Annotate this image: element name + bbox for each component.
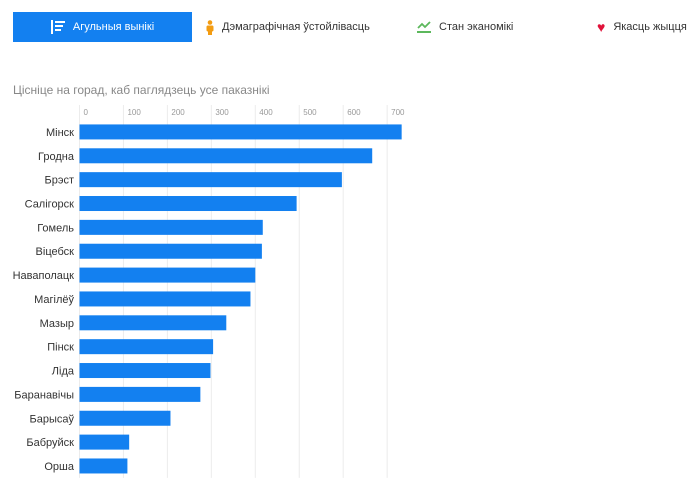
city-label[interactable]: Барысаў	[30, 413, 75, 425]
city-label[interactable]: Магілёў	[34, 294, 74, 306]
tab-overall-results[interactable]: Агульныя вынікі	[13, 12, 192, 42]
tab-label: Дэмаграфічная ўстойлівасць	[222, 21, 370, 33]
tab-economy[interactable]: Стан эканомікі	[417, 12, 513, 42]
x-tick-label: 600	[347, 108, 361, 117]
heart-icon: ♥	[597, 19, 606, 35]
bar-4[interactable]	[79, 219, 263, 235]
city-label[interactable]: Гродна	[38, 151, 75, 163]
city-label[interactable]: Віцебск	[36, 246, 75, 258]
city-label[interactable]: Мазыр	[40, 318, 74, 330]
trend-icon	[417, 21, 431, 33]
city-label[interactable]: Орша	[44, 461, 74, 473]
bar-9[interactable]	[79, 339, 214, 355]
city-label[interactable]: Брэст	[45, 175, 75, 187]
bar-11[interactable]	[79, 386, 201, 402]
x-tick-label: 500	[303, 108, 317, 117]
bar-3[interactable]	[79, 196, 297, 212]
tab-quality-of-life[interactable]: ♥ Якасць жыцця	[597, 12, 687, 42]
bar-8[interactable]	[79, 315, 227, 331]
bar-7[interactable]	[79, 291, 251, 307]
x-tick-label: 700	[391, 108, 405, 117]
bar-0[interactable]	[79, 124, 402, 140]
x-tick-label: 100	[127, 108, 141, 117]
city-label[interactable]: Мінск	[46, 127, 74, 139]
chart-subtitle: Цісніце на горад, каб паглядзець усе пак…	[13, 83, 270, 97]
city-label[interactable]: Наваполацк	[13, 270, 75, 282]
tab-label: Агульныя вынікі	[72, 21, 155, 33]
city-label[interactable]: Пінск	[47, 342, 74, 354]
city-label[interactable]: Салігорск	[25, 199, 75, 211]
bar-5[interactable]	[79, 243, 262, 259]
tab-label: Стан эканомікі	[439, 21, 514, 33]
x-tick-label: 400	[259, 108, 273, 117]
x-tick-label: 200	[171, 108, 185, 117]
tab-demographic[interactable]: Дэмаграфічная ўстойлівасць	[206, 12, 370, 42]
person-icon	[206, 19, 214, 35]
list-icon	[50, 20, 65, 34]
tab-label: Якасць жыцця	[613, 21, 687, 33]
city-label[interactable]: Ліда	[52, 366, 75, 378]
city-label[interactable]: Баранавічы	[14, 389, 74, 401]
bar-1[interactable]	[79, 148, 373, 164]
tab-bar: Агульныя вынікі Дэмаграфічная ўстойлівас…	[13, 12, 700, 42]
bar-14[interactable]	[79, 458, 128, 474]
city-label[interactable]: Бабруйск	[26, 437, 74, 449]
bar-12[interactable]	[79, 410, 171, 426]
bar-2[interactable]	[79, 172, 342, 188]
x-tick-label: 300	[215, 108, 229, 117]
bar-13[interactable]	[79, 434, 130, 450]
bar-10[interactable]	[79, 363, 211, 379]
city-label[interactable]: Гомель	[37, 222, 74, 234]
bar-6[interactable]	[79, 267, 256, 283]
x-tick-label: 0	[84, 108, 89, 117]
